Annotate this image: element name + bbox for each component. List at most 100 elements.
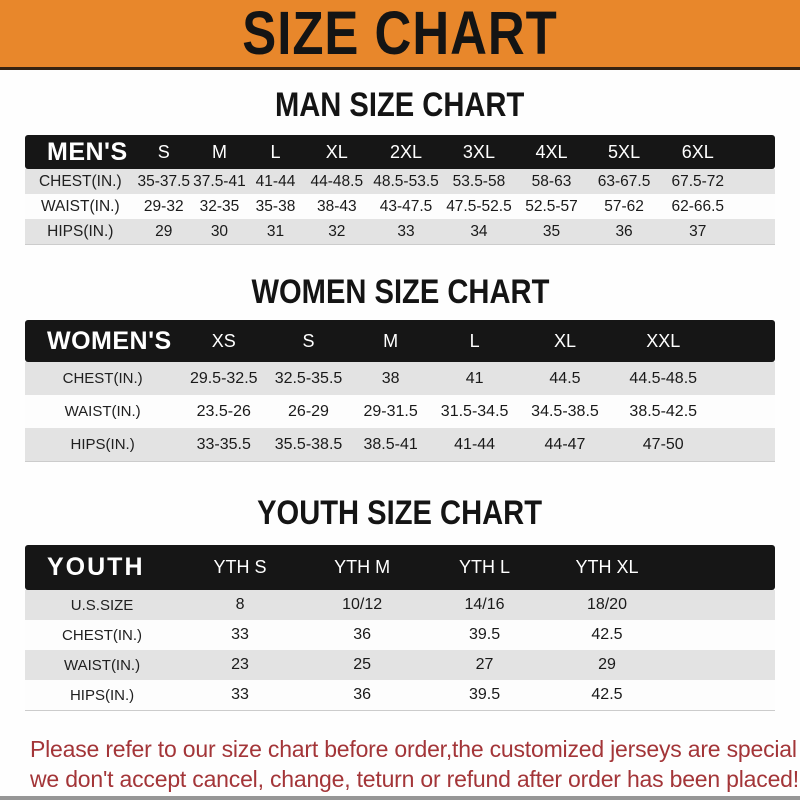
table-header-row: YOUTH YTH S YTH M YTH L YTH XL	[25, 545, 775, 590]
size-value: 63-67.5	[597, 172, 651, 190]
size-value: 36	[353, 626, 371, 643]
size-column-header: L	[247, 135, 304, 169]
table-row: HIPS(IN.) 33-35.5 35.5-38.5 38.5-41 41-4…	[25, 428, 775, 462]
size-column-header: XXL	[612, 320, 715, 362]
size-value: 48.5-53.5	[373, 172, 439, 190]
size-column-header: M	[191, 135, 247, 169]
row-label: WAIST(IN.)	[64, 403, 141, 420]
header-spacer	[668, 545, 775, 590]
size-column-header: XL	[304, 135, 370, 169]
table-row: CHEST(IN.) 29.5-32.5 32.5-35.5 38 41 44.…	[25, 362, 775, 395]
row-spacer	[735, 219, 775, 245]
size-column-header: 6XL	[660, 135, 735, 169]
table-row: HIPS(IN.) 33 36 39.5 42.5	[25, 680, 775, 711]
size-value: 38.5-42.5	[629, 402, 698, 420]
size-value: 27	[475, 656, 494, 673]
size-value: 36	[615, 222, 633, 240]
table-row: WAIST(IN.) 23 25 27 29	[25, 650, 775, 680]
size-value: 14/16	[464, 596, 505, 613]
footer-note: Please refer to our size chart before or…	[30, 734, 800, 794]
size-value: 34	[470, 222, 488, 240]
size-value: 35-37.5	[137, 172, 191, 190]
banner: SIZE CHART	[0, 0, 800, 70]
size-column-header: S	[135, 135, 192, 169]
size-value: 37.5-41	[193, 172, 246, 190]
size-value: 47.5-52.5	[446, 197, 512, 215]
size-value: 43-47.5	[379, 197, 433, 215]
size-value: 35-38	[255, 197, 296, 215]
size-value: 37	[689, 222, 707, 240]
header-spacer	[734, 135, 775, 169]
row-label: HIPS(IN.)	[47, 222, 114, 240]
size-value: 38.5-41	[363, 435, 418, 453]
size-value: 8	[235, 596, 245, 613]
row-label: HIPS(IN.)	[69, 686, 135, 704]
section-heading-women: WOMEN SIZE CHART	[251, 271, 549, 312]
table-header-row: MEN'S S M L XL 2XL 3XL 4XL 5XL 6XL	[25, 135, 775, 169]
size-column-header: 5XL	[587, 135, 661, 169]
table-corner-label: WOMEN'S	[25, 320, 181, 362]
table-row: CHEST(IN.) 33 36 39.5 42.5	[25, 620, 775, 650]
size-value: 33	[231, 626, 249, 643]
row-spacer	[714, 362, 775, 395]
header-spacer	[714, 320, 775, 362]
size-value: 32	[328, 222, 346, 240]
row-label: CHEST(IN.)	[62, 370, 143, 387]
size-value: 44-47	[544, 435, 586, 453]
size-value: 33	[231, 686, 249, 703]
size-value: 42.5	[591, 626, 623, 643]
size-column-header: YTH L	[423, 545, 546, 590]
size-value: 29	[155, 222, 173, 240]
size-value: 39.5	[468, 686, 501, 703]
size-value: 33	[397, 222, 415, 240]
row-spacer	[714, 395, 775, 428]
row-label: WAIST(IN.)	[64, 656, 141, 674]
size-value: 41	[465, 369, 484, 387]
row-spacer	[668, 680, 775, 711]
section-heading-man: MAN SIZE CHART	[275, 84, 525, 125]
row-label: WAIST(IN.)	[40, 197, 120, 215]
size-value: 29	[598, 656, 616, 673]
size-value: 31.5-34.5	[440, 402, 509, 420]
row-label: CHEST(IN.)	[38, 172, 122, 190]
table-corner-label: YOUTH	[25, 545, 180, 590]
size-column-header: XL	[517, 320, 613, 362]
footer-note-line2: we don't accept cancel, change, teturn o…	[30, 766, 799, 792]
size-value: 18/20	[586, 596, 627, 613]
size-column-header: YTH XL	[545, 545, 669, 590]
size-column-header: M	[349, 320, 432, 362]
size-value: 23	[231, 656, 249, 673]
size-value: 23.5-26	[196, 402, 251, 420]
size-value: 67.5-72	[671, 172, 725, 190]
table-row: HIPS(IN.) 29 30 31 32 33 34 35 36 37	[25, 219, 775, 245]
size-value: 52.5-57	[525, 197, 578, 215]
row-label: CHEST(IN.)	[62, 626, 143, 644]
table-row: U.S.SIZE 8 10/12 14/16 18/20	[25, 590, 775, 620]
size-column-header: 2XL	[369, 135, 443, 169]
bottom-edge-strip	[0, 796, 800, 800]
table-header-row: WOMEN'S XS S M L XL XXL	[25, 320, 775, 362]
table-row: CHEST(IN.) 35-37.5 37.5-41 41-44 44-48.5…	[25, 169, 775, 194]
size-value: 62-66.5	[671, 197, 725, 215]
row-spacer	[735, 169, 775, 194]
row-spacer	[735, 194, 775, 219]
size-value: 58-63	[531, 172, 572, 190]
size-value: 26-29	[288, 402, 329, 420]
size-value: 30	[210, 222, 229, 240]
size-value: 29-31.5	[363, 402, 418, 420]
size-column-header: XS	[180, 320, 268, 362]
size-value: 42.5	[591, 686, 623, 703]
row-spacer	[668, 650, 775, 680]
size-column-header: S	[267, 320, 350, 362]
size-column-header: 4XL	[515, 135, 588, 169]
size-value: 38-43	[316, 197, 357, 215]
size-value: 32.5-35.5	[274, 369, 343, 387]
table-row: WAIST(IN.) 23.5-26 26-29 29-31.5 31.5-34…	[25, 395, 775, 428]
size-column-header: L	[431, 320, 518, 362]
footer-note-line1: Please refer to our size chart before or…	[30, 736, 800, 762]
size-value: 44.5-48.5	[629, 369, 698, 387]
size-value: 57-62	[604, 197, 644, 215]
size-value: 29-32	[143, 197, 184, 215]
size-value: 47-50	[642, 435, 684, 453]
youth-size-table: YOUTH YTH S YTH M YTH L YTH XL U.S.SIZE …	[25, 545, 775, 711]
